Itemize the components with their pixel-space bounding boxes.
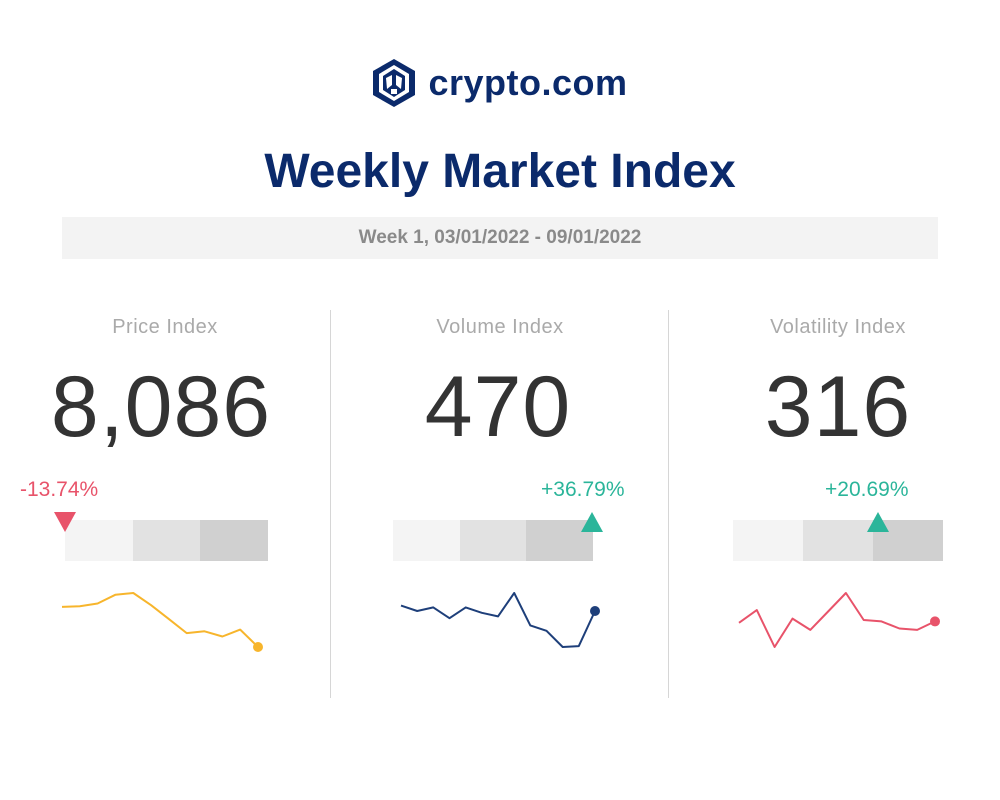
price-index-label: Price Index <box>112 316 218 338</box>
volume-index-value: 470 <box>424 359 572 455</box>
range-segment-mid <box>459 520 527 561</box>
price-index-last-point <box>253 642 263 652</box>
volatility-index-range-bar <box>733 520 943 561</box>
up-triangle-icon <box>867 512 889 532</box>
price-index-value: 8,086 <box>50 359 272 455</box>
price-index-sparkline <box>61 592 263 652</box>
volume-index-label: Volume Index <box>436 316 564 338</box>
range-segment-mid <box>132 520 201 561</box>
price-index-range-bar <box>65 520 269 561</box>
down-triangle-icon <box>54 512 76 532</box>
range-segment-mid <box>803 520 873 561</box>
panel-divider <box>330 310 331 698</box>
volume-index-change: +36.79% <box>541 478 625 501</box>
brand-name: crypto.com <box>428 62 628 103</box>
volatility-index-sparkline <box>738 592 940 648</box>
volume-index-sparkline <box>400 592 600 648</box>
volatility-index-change: +20.69% <box>825 478 909 501</box>
volatility-index-panel: Volatility Index 316 +20.69% <box>669 310 999 710</box>
volume-index-range-bar <box>393 520 594 561</box>
volume-index-last-point <box>590 606 600 616</box>
week-range: Week 1, 03/01/2022 - 09/01/2022 <box>62 217 938 259</box>
volume-index-series-line <box>400 592 596 648</box>
volume-index-panel: Volume Index 470 +36.79% <box>331 310 661 710</box>
brand-header: crypto.com <box>0 58 1000 108</box>
range-segment-low <box>733 520 803 561</box>
price-index-panel: Price Index 8,086 -13.74% <box>0 310 330 710</box>
range-segment-low <box>393 520 460 561</box>
volatility-index-last-point <box>930 616 940 627</box>
week-range-text: Week 1, 03/01/2022 - 09/01/2022 <box>358 227 642 248</box>
volatility-index-series-line <box>738 592 936 648</box>
price-index-change: -13.74% <box>20 478 99 501</box>
up-triangle-icon <box>581 512 603 532</box>
range-segment-high <box>200 520 269 561</box>
volatility-index-label: Volatility Index <box>770 316 906 338</box>
volatility-index-value: 316 <box>764 359 912 455</box>
range-segment-low <box>65 520 133 561</box>
panel-divider <box>668 310 669 698</box>
page-title: Weekly Market Index <box>264 145 736 198</box>
price-index-series-line <box>61 592 259 648</box>
crypto-com-lion-logo-icon <box>373 59 416 107</box>
